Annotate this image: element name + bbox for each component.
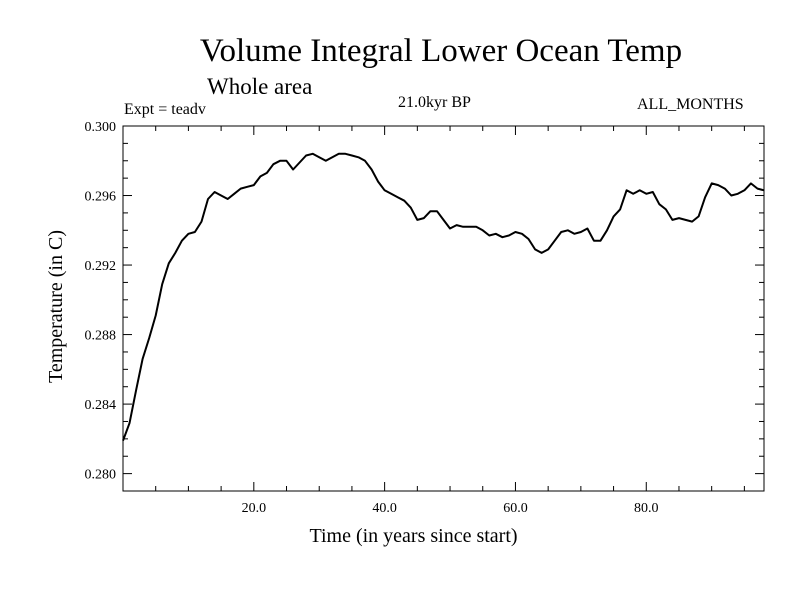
x-tick-label: 20.0 bbox=[242, 501, 267, 516]
chart-title: Volume Integral Lower Ocean Temp bbox=[199, 33, 683, 69]
plot-frame bbox=[122, 125, 765, 492]
months-label: ALL_MONTHS bbox=[637, 96, 744, 113]
y-tick-label: 0.288 bbox=[85, 329, 117, 344]
y-tick-label: 0.292 bbox=[85, 259, 117, 274]
y-tick-label: 0.300 bbox=[85, 120, 117, 135]
chart-subtitle: Whole area bbox=[207, 74, 313, 99]
temperature-series-line bbox=[122, 152, 765, 441]
period-label: 21.0kyr BP bbox=[398, 94, 471, 111]
x-axis-label: Time (in years since start) bbox=[309, 525, 517, 547]
x-tick-label: 60.0 bbox=[503, 501, 528, 516]
y-tick-label: 0.280 bbox=[85, 468, 117, 483]
tick-labels: 0.280 0.284 0.288 0.292 0.296 0.300 20.0 40.0 60… bbox=[85, 120, 659, 516]
y-axis-label: Temperature (in C) bbox=[45, 230, 67, 383]
y-tick-label: 0.284 bbox=[85, 398, 117, 413]
x-tick-label: 40.0 bbox=[372, 501, 397, 516]
y-tick-label: 0.296 bbox=[85, 190, 117, 205]
tick-marks bbox=[122, 125, 764, 492]
experiment-label: Expt = teadv bbox=[124, 101, 206, 118]
x-tick-label: 80.0 bbox=[634, 501, 659, 516]
